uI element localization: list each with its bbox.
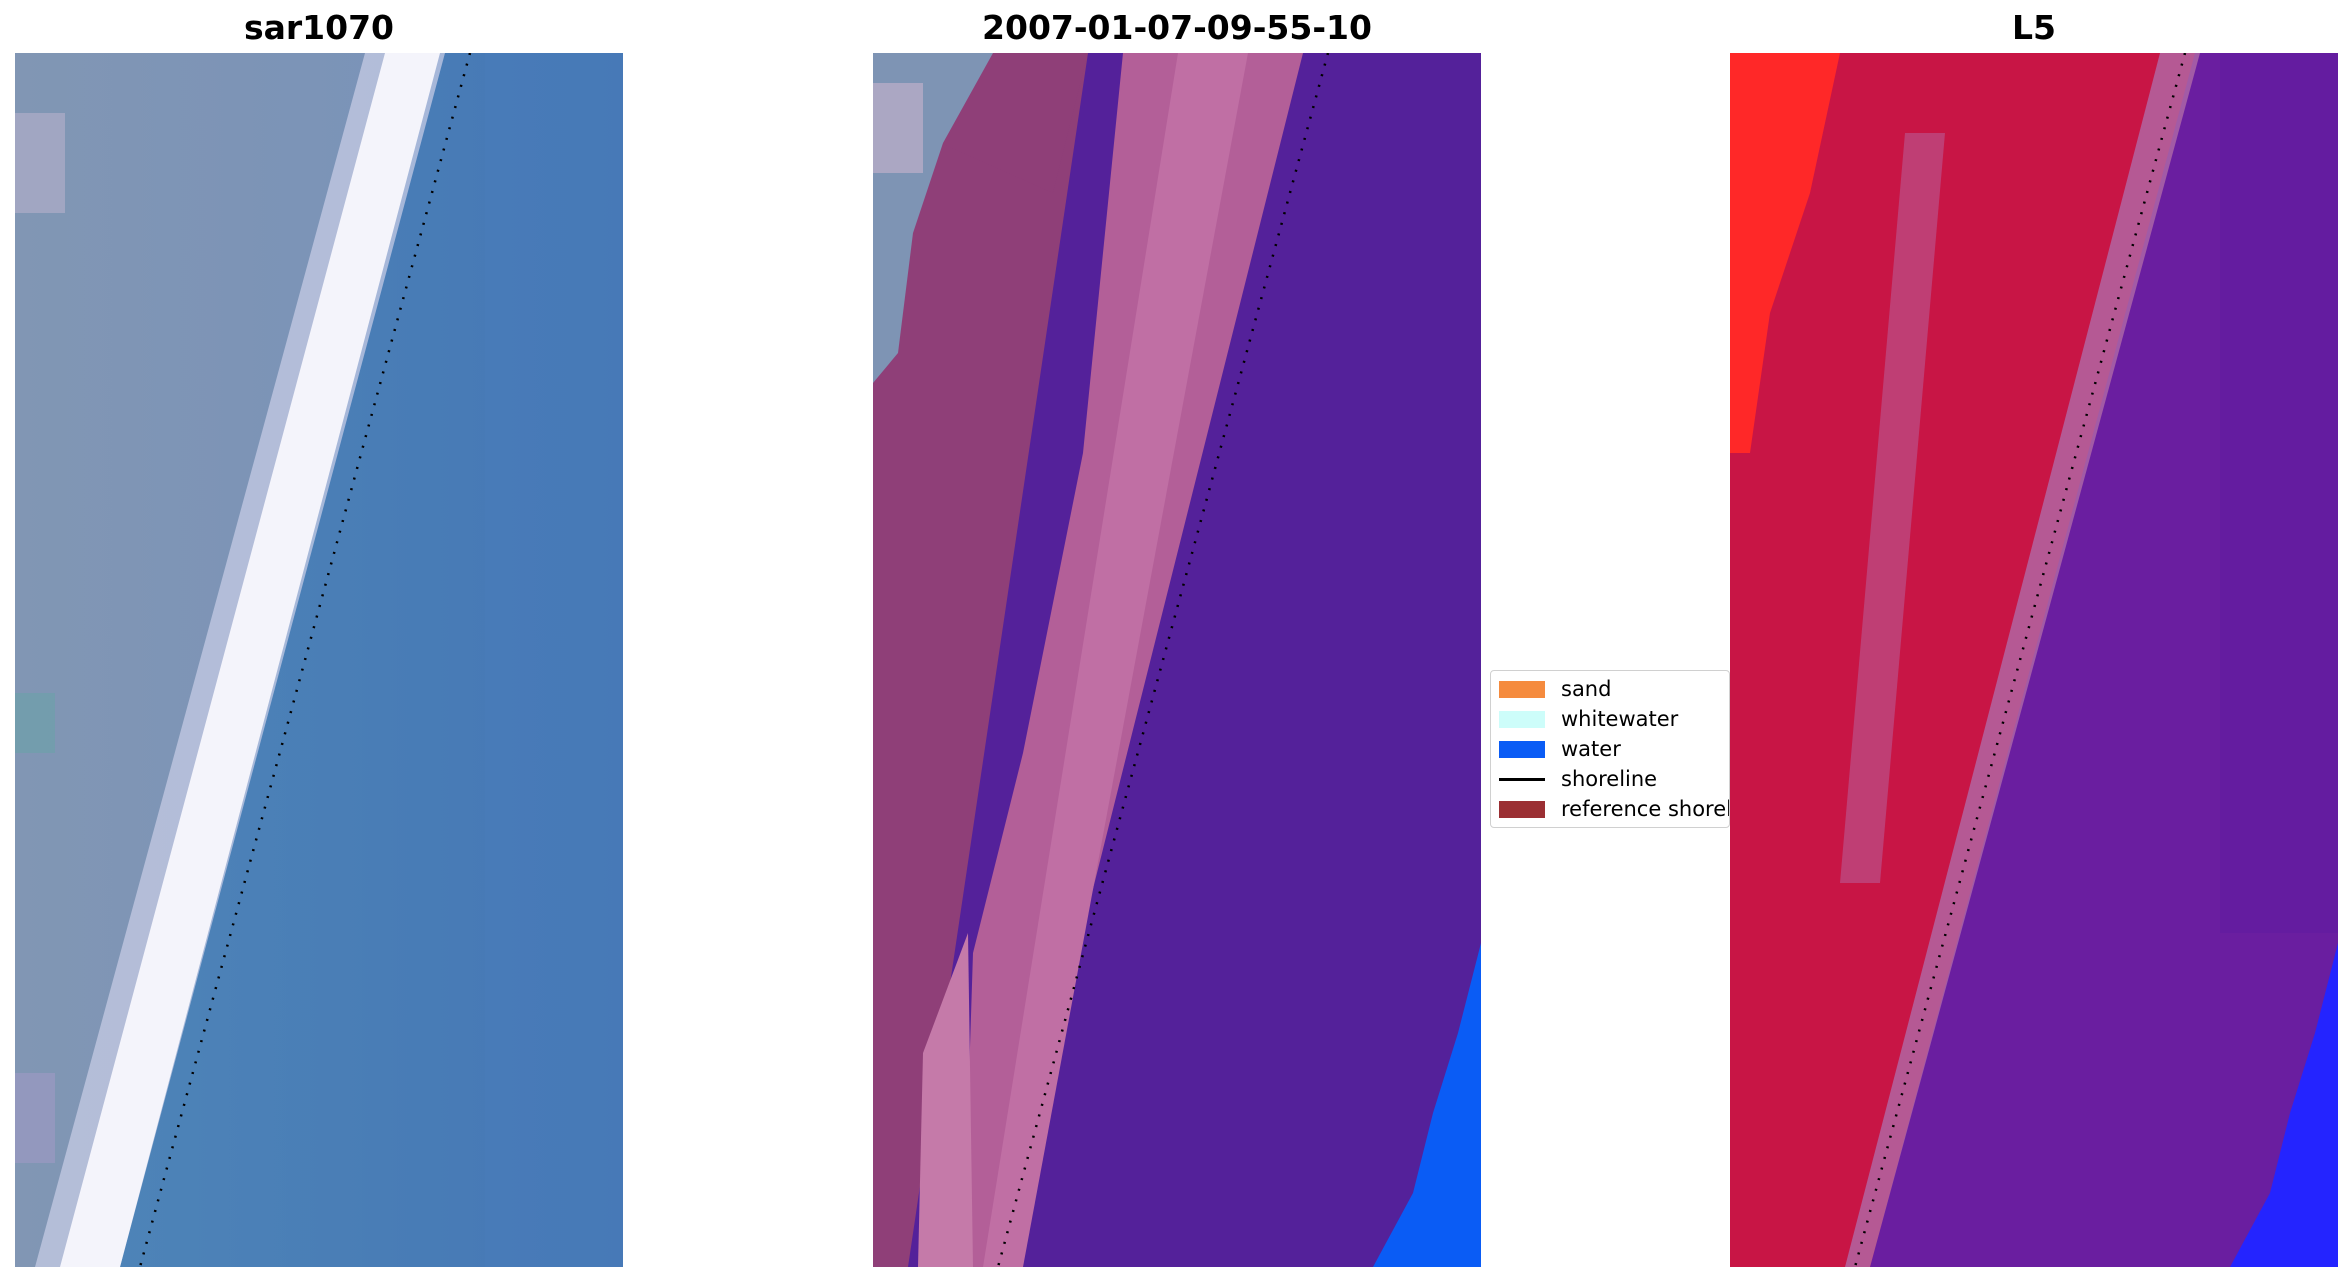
legend-label-sand: sand — [1561, 677, 1612, 701]
sand-swatch — [1499, 680, 1545, 698]
legend-label-whitewater: whitewater — [1561, 707, 1679, 731]
whitewater-swatch — [1499, 710, 1545, 728]
shoreline-line-swatch — [1499, 777, 1545, 781]
legend-item-whitewater: whitewater — [1499, 704, 1678, 734]
sar-image-panel — [15, 53, 623, 1267]
l5-panel — [1730, 53, 2338, 1267]
panel-title-sar1070: sar1070 — [243, 8, 395, 47]
legend-label-shoreline: shoreline — [1561, 767, 1658, 791]
legend-label-reference-shoreline: reference shoreline — [1561, 797, 1729, 821]
legend-item-shoreline: shoreline — [1499, 764, 1657, 794]
legend-item-reference-shoreline: reference shoreline — [1499, 794, 1729, 824]
panel-title-date: 2007-01-07-09-55-10 — [982, 8, 1372, 47]
legend-item-water: water — [1499, 734, 1621, 764]
water-swatch — [1499, 740, 1545, 758]
panel-title-l5: L5 — [2012, 8, 2056, 47]
legend: sand whitewater water shoreline referenc… — [1490, 670, 1730, 828]
reference-shoreline-swatch — [1499, 800, 1545, 818]
legend-label-water: water — [1561, 737, 1621, 761]
classification-panel — [873, 53, 1481, 1267]
legend-item-sand: sand — [1499, 674, 1611, 704]
